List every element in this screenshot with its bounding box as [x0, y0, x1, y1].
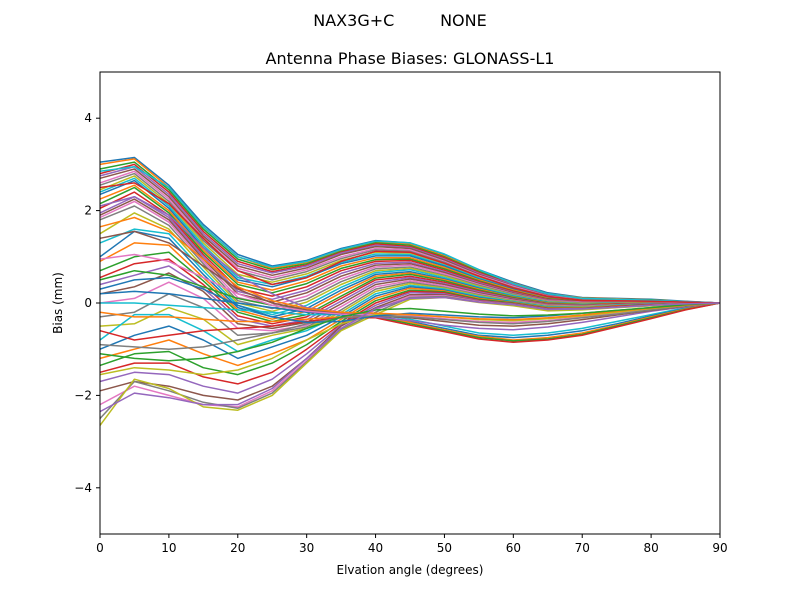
series-line: [99, 302, 721, 341]
series-line: [99, 216, 721, 321]
figure-suptitle: NAX3G+C NONE: [313, 11, 486, 30]
series-layer: [99, 156, 721, 426]
x-tick-label: 30: [299, 541, 314, 555]
series-line: [99, 302, 721, 344]
x-tick-label: 60: [506, 541, 521, 555]
y-axis: −4 −2 0 2 4: [74, 111, 100, 495]
x-tick-label: 90: [712, 541, 727, 555]
y-tick-label: −2: [74, 388, 92, 402]
y-tick-label: 2: [84, 204, 92, 218]
x-tick-label: 70: [575, 541, 590, 555]
series-line: [99, 195, 721, 331]
series-line: [99, 296, 721, 413]
x-tick-label: 40: [368, 541, 383, 555]
x-tick-label: 80: [643, 541, 658, 555]
x-tick-label: 50: [437, 541, 452, 555]
y-tick-label: −4: [74, 481, 92, 495]
x-tick-label: 10: [161, 541, 176, 555]
plot-area: [99, 71, 721, 535]
series-line: [99, 302, 721, 350]
chart-title: Antenna Phase Biases: GLONASS-L1: [266, 49, 555, 68]
y-tick-label: 4: [84, 111, 92, 125]
x-axis-label: Elvation angle (degrees): [337, 563, 484, 577]
series-line: [99, 269, 721, 342]
y-axis-label: Bias (mm): [51, 272, 65, 334]
series-line: [99, 165, 721, 304]
series-line: [99, 290, 721, 339]
series-line: [99, 182, 721, 304]
x-tick-label: 0: [96, 541, 104, 555]
x-axis: 0 10 20 30 40 50 60 70 80 90: [96, 534, 728, 555]
series-line: [99, 230, 721, 327]
series-line: [99, 253, 721, 324]
y-tick-label: 0: [84, 296, 92, 310]
x-tick-label: 20: [230, 541, 245, 555]
series-line: [99, 302, 721, 362]
series-line: [100, 302, 721, 337]
